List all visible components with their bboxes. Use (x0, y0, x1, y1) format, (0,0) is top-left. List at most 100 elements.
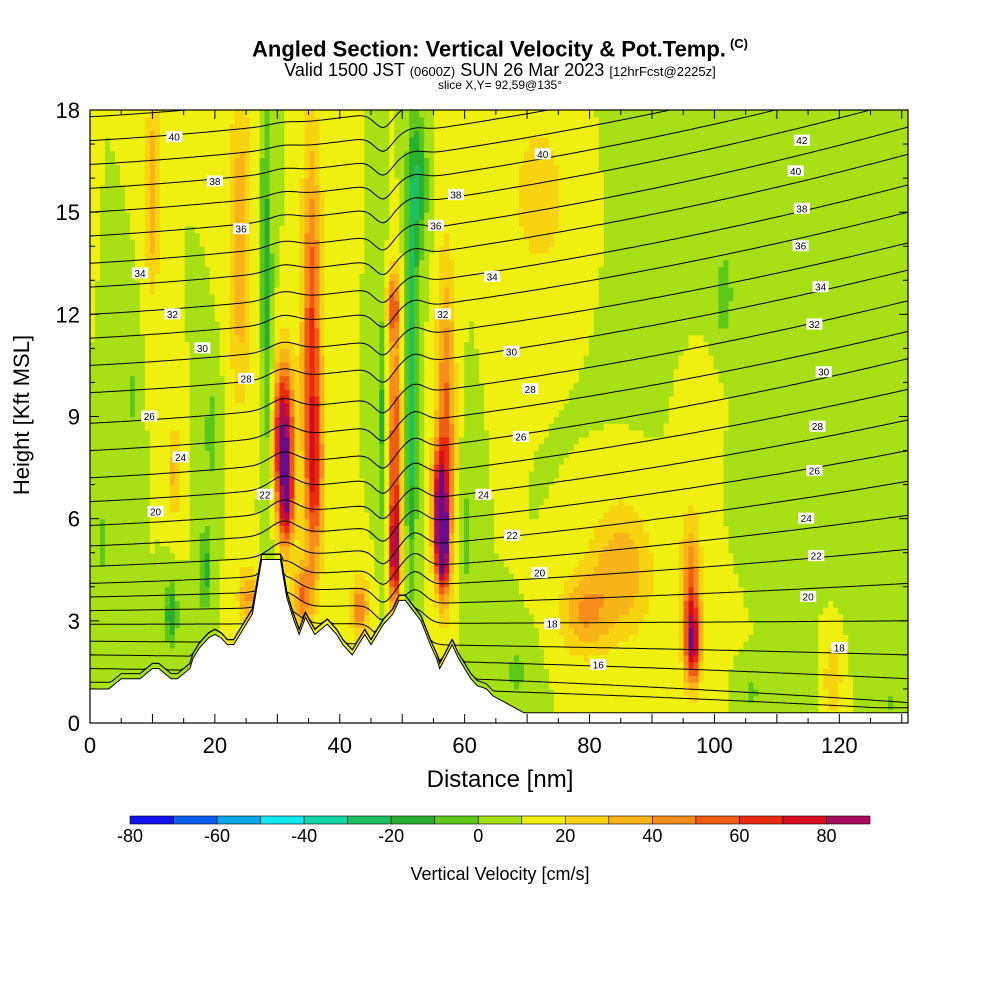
velocity-cell (444, 395, 450, 404)
velocity-cell (389, 477, 400, 486)
velocity-cell (513, 681, 520, 690)
velocity-cell (828, 688, 839, 697)
velocity-cell (314, 375, 321, 383)
velocity-cell (414, 341, 420, 349)
velocity-cell (229, 136, 251, 145)
velocity-cell (224, 504, 256, 513)
velocity-cell (144, 361, 191, 370)
velocity-cell (219, 565, 241, 574)
velocity-cell (384, 327, 390, 336)
velocity-cell (309, 559, 316, 567)
velocity-cell (144, 143, 151, 152)
velocity-cell (409, 456, 415, 465)
velocity-cell (364, 204, 390, 213)
velocity-cell (189, 518, 226, 526)
velocity-cell (299, 272, 306, 281)
velocity-cell (304, 300, 311, 309)
velocity-cell (389, 293, 395, 302)
velocity-cell (304, 456, 311, 465)
isentrope-label: 28 (812, 422, 824, 433)
velocity-cell (538, 627, 560, 635)
velocity-cell (249, 272, 261, 281)
y-tick-label: 3 (68, 609, 80, 634)
velocity-cell (259, 110, 266, 118)
velocity-cell (309, 586, 316, 595)
velocity-cell (718, 279, 730, 288)
velocity-cell (454, 538, 460, 547)
velocity-cell (603, 252, 908, 261)
velocity-cell (434, 327, 440, 336)
velocity-cell (259, 422, 266, 431)
velocity-cell (304, 123, 321, 131)
velocity-cell (404, 286, 410, 295)
velocity-cell (264, 341, 271, 349)
velocity-cell (174, 463, 181, 472)
velocity-cell (309, 470, 316, 479)
velocity-cell (314, 443, 321, 452)
velocity-cell (439, 279, 455, 288)
velocity-cell (444, 232, 450, 240)
velocity-cell (219, 579, 241, 588)
velocity-cell (688, 668, 700, 676)
velocity-cell (648, 593, 680, 601)
velocity-cell (568, 395, 670, 404)
velocity-cell (399, 361, 405, 370)
velocity-cell (144, 136, 151, 145)
velocity-cell (598, 518, 645, 526)
velocity-cell (229, 150, 241, 159)
velocity-cell (638, 620, 680, 629)
velocity-cell (324, 436, 360, 445)
velocity-cell (244, 579, 256, 588)
velocity-cell (169, 490, 181, 499)
velocity-cell (464, 416, 485, 424)
velocity-cell (129, 395, 136, 404)
velocity-cell (214, 300, 231, 309)
velocity-cell (838, 668, 849, 676)
isentrope-label: 22 (259, 490, 271, 501)
velocity-cell (159, 163, 231, 172)
velocity-cell (419, 443, 425, 452)
velocity-cell (424, 559, 430, 567)
velocity-cell (309, 593, 316, 601)
velocity-cell (264, 245, 271, 254)
velocity-cell (414, 259, 420, 268)
velocity-cell (189, 538, 201, 547)
velocity-cell (324, 347, 360, 356)
velocity-cell (449, 450, 455, 458)
velocity-cell (209, 593, 221, 601)
velocity-cell (319, 552, 326, 561)
velocity-cell (269, 334, 276, 343)
velocity-cell (184, 327, 221, 336)
velocity-cell (239, 593, 246, 601)
isentrope-label: 38 (796, 204, 808, 215)
velocity-cell (678, 593, 685, 601)
velocity-cell (244, 266, 251, 274)
velocity-cell (284, 395, 291, 404)
velocity-cell (429, 477, 435, 486)
velocity-cell (698, 620, 705, 629)
velocity-cell (199, 565, 206, 574)
velocity-cell (464, 504, 470, 513)
velocity-cell (184, 286, 211, 295)
velocity-cell (434, 593, 440, 601)
velocity-cell (174, 579, 201, 588)
velocity-cell (723, 259, 730, 268)
velocity-cell (154, 170, 161, 179)
velocity-cell (244, 395, 261, 404)
velocity-cell (294, 402, 301, 411)
velocity-cell (414, 320, 420, 329)
velocity-cell (264, 416, 271, 424)
velocity-cell (703, 593, 745, 601)
velocity-cell (424, 504, 430, 513)
velocity-cell (449, 511, 455, 520)
velocity-cell (384, 286, 390, 295)
velocity-cell (409, 300, 415, 309)
velocity-cell (309, 266, 316, 274)
velocity-cell (354, 627, 370, 635)
velocity-cell (149, 204, 156, 213)
velocity-cell (528, 497, 545, 506)
velocity-cell (633, 538, 650, 547)
velocity-cell (279, 524, 286, 533)
velocity-cell (384, 422, 390, 431)
velocity-cell (838, 654, 849, 663)
